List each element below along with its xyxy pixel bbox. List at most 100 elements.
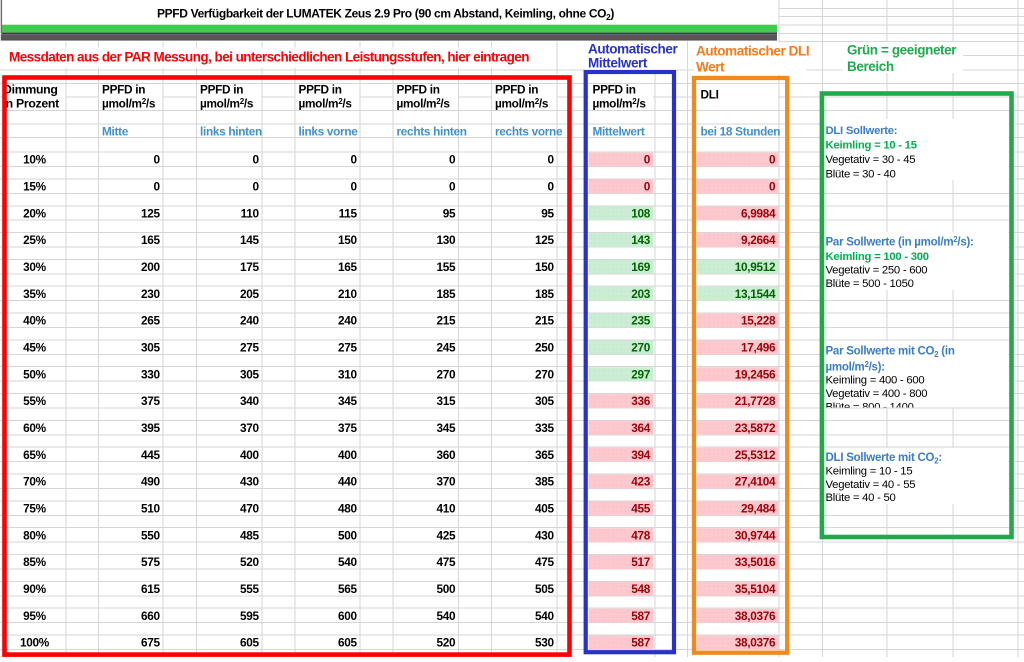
svg-text:0: 0 xyxy=(769,180,776,194)
svg-text:400: 400 xyxy=(338,448,358,462)
svg-text:Keimling = 10 - 15: Keimling = 10 - 15 xyxy=(826,466,913,478)
svg-text:10,9512: 10,9512 xyxy=(735,260,776,274)
svg-text:100%: 100% xyxy=(20,636,50,650)
svg-text:169: 169 xyxy=(631,260,651,274)
svg-text:29,484: 29,484 xyxy=(741,501,776,515)
svg-text:517: 517 xyxy=(631,555,651,569)
svg-text:PPFD in: PPFD in xyxy=(200,83,243,97)
svg-text:175: 175 xyxy=(240,260,260,274)
svg-text:145: 145 xyxy=(240,233,260,247)
svg-text:in Prozent: in Prozent xyxy=(3,97,60,111)
svg-text:Bereich: Bereich xyxy=(847,59,894,74)
svg-text:13,1544: 13,1544 xyxy=(735,287,776,301)
svg-text:0: 0 xyxy=(449,180,456,194)
svg-text:345: 345 xyxy=(338,394,358,408)
svg-text:530: 530 xyxy=(535,636,555,650)
svg-text:Dimmung: Dimmung xyxy=(3,83,58,97)
svg-text:475: 475 xyxy=(437,555,457,569)
svg-text:Automatischer DLI: Automatischer DLI xyxy=(696,44,809,59)
svg-text:Mittelwert: Mittelwert xyxy=(588,56,648,71)
svg-text:205: 205 xyxy=(240,287,260,301)
svg-text:90%: 90% xyxy=(23,582,47,596)
svg-text:40%: 40% xyxy=(23,314,47,328)
svg-text:364: 364 xyxy=(631,421,651,435)
svg-text:548: 548 xyxy=(631,582,651,596)
svg-text:0: 0 xyxy=(548,153,555,167)
svg-text:Vegetativ = 400 - 800: Vegetativ = 400 - 800 xyxy=(826,388,928,400)
svg-text:330: 330 xyxy=(141,367,161,381)
svg-text:Mitte: Mitte xyxy=(102,125,129,139)
svg-text:275: 275 xyxy=(240,341,260,355)
svg-text:400: 400 xyxy=(240,448,260,462)
svg-text:PPFD in: PPFD in xyxy=(102,83,145,97)
svg-text:DLI: DLI xyxy=(701,88,719,102)
svg-text:200: 200 xyxy=(141,260,161,274)
svg-text:550: 550 xyxy=(141,528,161,542)
svg-text:6,9984: 6,9984 xyxy=(741,206,776,220)
svg-text:25,5312: 25,5312 xyxy=(735,448,776,462)
svg-text:425: 425 xyxy=(437,528,457,542)
svg-text:23,5872: 23,5872 xyxy=(735,421,776,435)
svg-text:0: 0 xyxy=(351,180,358,194)
svg-text:µmol/m2/s: µmol/m2/s xyxy=(102,97,156,111)
svg-text:440: 440 xyxy=(338,475,358,489)
svg-text:85%: 85% xyxy=(23,555,47,569)
svg-text:540: 540 xyxy=(338,555,358,569)
svg-text:250: 250 xyxy=(535,341,555,355)
svg-text:365: 365 xyxy=(535,448,555,462)
svg-text:480: 480 xyxy=(338,501,358,515)
svg-text:270: 270 xyxy=(437,367,457,381)
svg-text:305: 305 xyxy=(141,341,161,355)
svg-text:30%: 30% xyxy=(23,260,47,274)
svg-text:240: 240 xyxy=(338,314,358,328)
svg-text:15,228: 15,228 xyxy=(741,314,776,328)
svg-text:35,5104: 35,5104 xyxy=(735,582,776,596)
svg-text:45%: 45% xyxy=(23,341,47,355)
svg-text:Par Sollwerte (in µmol/m2/s):: Par Sollwerte (in µmol/m2/s): xyxy=(826,235,974,249)
svg-text:360: 360 xyxy=(437,448,457,462)
svg-text:Vegetativ = 40 - 55: Vegetativ = 40 - 55 xyxy=(826,479,916,491)
svg-text:PPFD in: PPFD in xyxy=(593,83,636,97)
svg-text:305: 305 xyxy=(240,367,260,381)
svg-text:130: 130 xyxy=(437,233,457,247)
svg-text:370: 370 xyxy=(240,421,260,435)
svg-text:150: 150 xyxy=(338,233,358,247)
svg-text:9,2664: 9,2664 xyxy=(741,233,776,247)
svg-text:470: 470 xyxy=(240,501,260,515)
svg-text:615: 615 xyxy=(141,582,161,596)
svg-text:297: 297 xyxy=(631,367,651,381)
svg-text:423: 423 xyxy=(631,475,651,489)
svg-text:115: 115 xyxy=(339,206,358,220)
svg-text:520: 520 xyxy=(240,555,260,569)
svg-text:0: 0 xyxy=(644,180,651,194)
svg-text:65%: 65% xyxy=(23,448,47,462)
svg-text:150: 150 xyxy=(535,260,555,274)
svg-text:230: 230 xyxy=(141,287,161,301)
svg-text:660: 660 xyxy=(141,609,161,623)
svg-text:395: 395 xyxy=(141,421,161,435)
svg-text:rechts hinten: rechts hinten xyxy=(397,125,467,139)
svg-text:µmol/m2/s: µmol/m2/s xyxy=(593,97,647,111)
svg-text:385: 385 xyxy=(535,475,555,489)
svg-text:Grün = geeigneter: Grün = geeigneter xyxy=(847,43,957,58)
svg-text:Automatischer: Automatischer xyxy=(588,42,678,57)
svg-text:595: 595 xyxy=(240,609,260,623)
svg-text:PPFD in: PPFD in xyxy=(495,83,538,97)
svg-text:265: 265 xyxy=(141,314,161,328)
svg-text:Keimling = 10 - 15: Keimling = 10 - 15 xyxy=(826,140,917,152)
svg-text:478: 478 xyxy=(631,528,651,542)
svg-text:0: 0 xyxy=(154,180,161,194)
svg-text:links vorne: links vorne xyxy=(299,125,359,139)
svg-text:links hinten: links hinten xyxy=(200,125,262,139)
svg-text:Keimling = 100 - 300: Keimling = 100 - 300 xyxy=(826,251,929,263)
svg-text:605: 605 xyxy=(240,636,260,650)
svg-text:430: 430 xyxy=(240,475,260,489)
svg-text:340: 340 xyxy=(240,394,260,408)
svg-text:DLI Sollwerte:: DLI Sollwerte: xyxy=(826,125,898,137)
svg-text:605: 605 xyxy=(338,636,358,650)
svg-text:Vegetativ = 30 - 45: Vegetativ = 30 - 45 xyxy=(826,154,916,166)
svg-text:587: 587 xyxy=(631,609,651,623)
svg-text:38,0376: 38,0376 xyxy=(735,609,776,623)
svg-text:335: 335 xyxy=(535,421,555,435)
svg-text:75%: 75% xyxy=(23,501,47,515)
